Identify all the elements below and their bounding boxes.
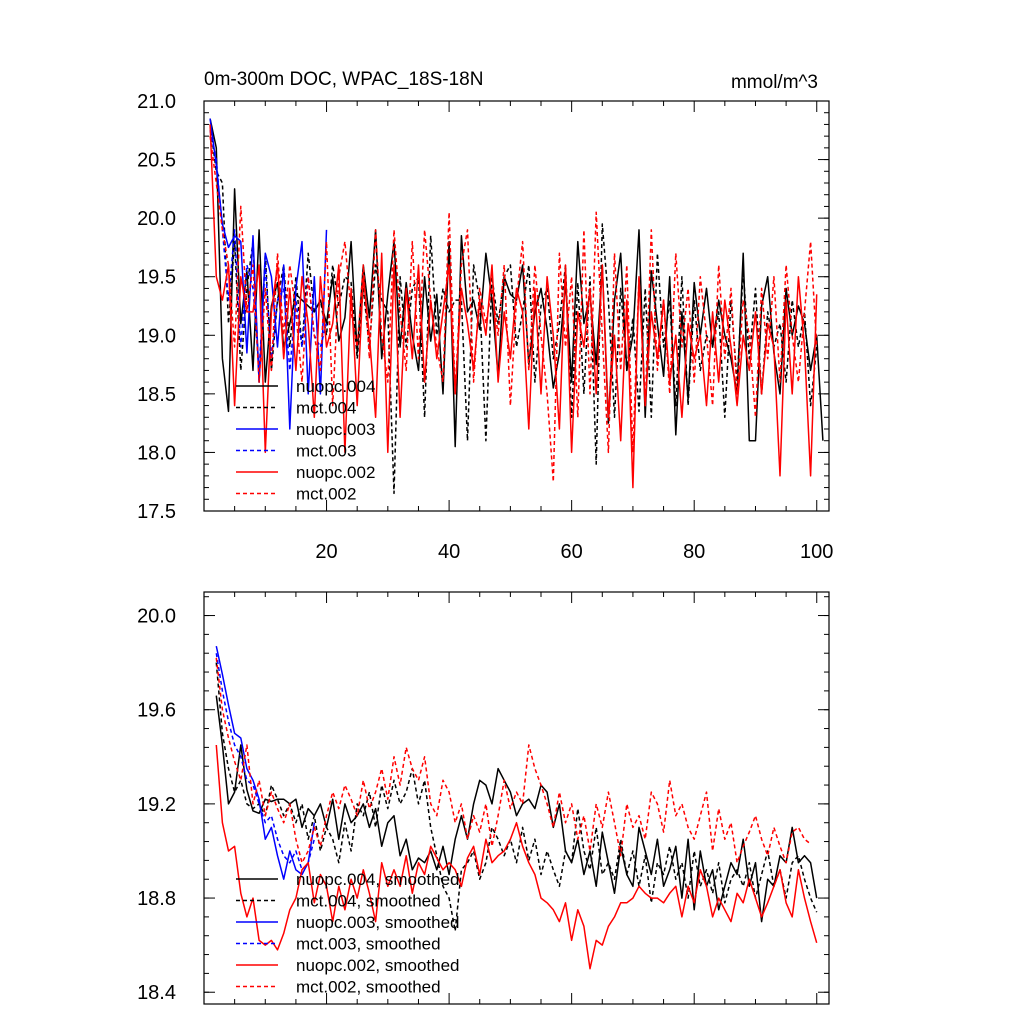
series-line-mct-004-smoothed — [215, 662, 818, 932]
legend-label: nuopc.003 — [296, 420, 375, 439]
legend-label: mct.004, smoothed — [296, 892, 441, 911]
series-line-nuopc-002-smoothed — [215, 744, 818, 970]
legend-label: nuopc.002 — [296, 463, 375, 482]
x-tick-label: 20 — [315, 541, 337, 563]
legend-label: mct.002 — [296, 485, 356, 504]
y-tick-label: 19.0 — [137, 325, 176, 347]
legend-label: nuopc.002, smoothed — [296, 956, 460, 975]
x-tick-label: 80 — [683, 541, 705, 563]
y-tick-label: 20.0 — [137, 208, 176, 230]
y-tick-label: 18.0 — [137, 442, 176, 464]
y-tick-label: 18.4 — [137, 982, 176, 1004]
top-panel: 0m-300m DOC, WPAC_18S-18N mmol/m^3 20 40 6… — [137, 69, 833, 563]
x-tick-label: 40 — [438, 541, 460, 563]
y-tick-label: 18.5 — [137, 384, 176, 406]
series-line-mct-003-smoothed — [215, 653, 316, 871]
y-tick-label: 19.2 — [137, 794, 176, 816]
x-tick-label: 100 — [800, 541, 833, 563]
series-line-mct-004 — [209, 124, 818, 495]
chart-title: 0m-300m DOC, WPAC_18S-18N — [204, 69, 483, 90]
y-tick-label: 21.0 — [137, 91, 176, 113]
bottom-panel: 18.4 18.8 19.2 19.6 20.0 nuopc.004, smoothed m… — [137, 591, 830, 1005]
legend-label: mct.003, smoothed — [296, 935, 441, 954]
y-tick-label: 19.6 — [137, 700, 176, 722]
y-tick-label: 19.5 — [137, 267, 176, 289]
plot-frame — [203, 591, 830, 1005]
legend-label: mct.004 — [296, 399, 356, 418]
series-line-mct-002 — [209, 136, 818, 483]
series-line-nuopc-003-smoothed — [215, 645, 316, 880]
legend-label: nuopc.003, smoothed — [296, 913, 460, 932]
legend-label: mct.002, smoothed — [296, 978, 441, 997]
legend-label: nuopc.004, smoothed — [296, 870, 460, 889]
series-line-nuopc-003 — [209, 118, 328, 430]
y-tick-label: 20.5 — [137, 150, 176, 172]
series-line-mct-002-smoothed — [215, 657, 812, 864]
y-tick-label: 17.5 — [137, 501, 176, 523]
y-tick-label: 20.0 — [137, 606, 176, 628]
series-line-nuopc-004-smoothed — [215, 695, 818, 923]
plot-frame — [203, 100, 830, 512]
x-tick-label: 60 — [561, 541, 583, 563]
y-tick-label: 18.8 — [137, 888, 176, 910]
legend-label: nuopc.004 — [296, 377, 375, 396]
legend-label: mct.003 — [296, 442, 356, 461]
chart-units: mmol/m^3 — [731, 72, 818, 93]
